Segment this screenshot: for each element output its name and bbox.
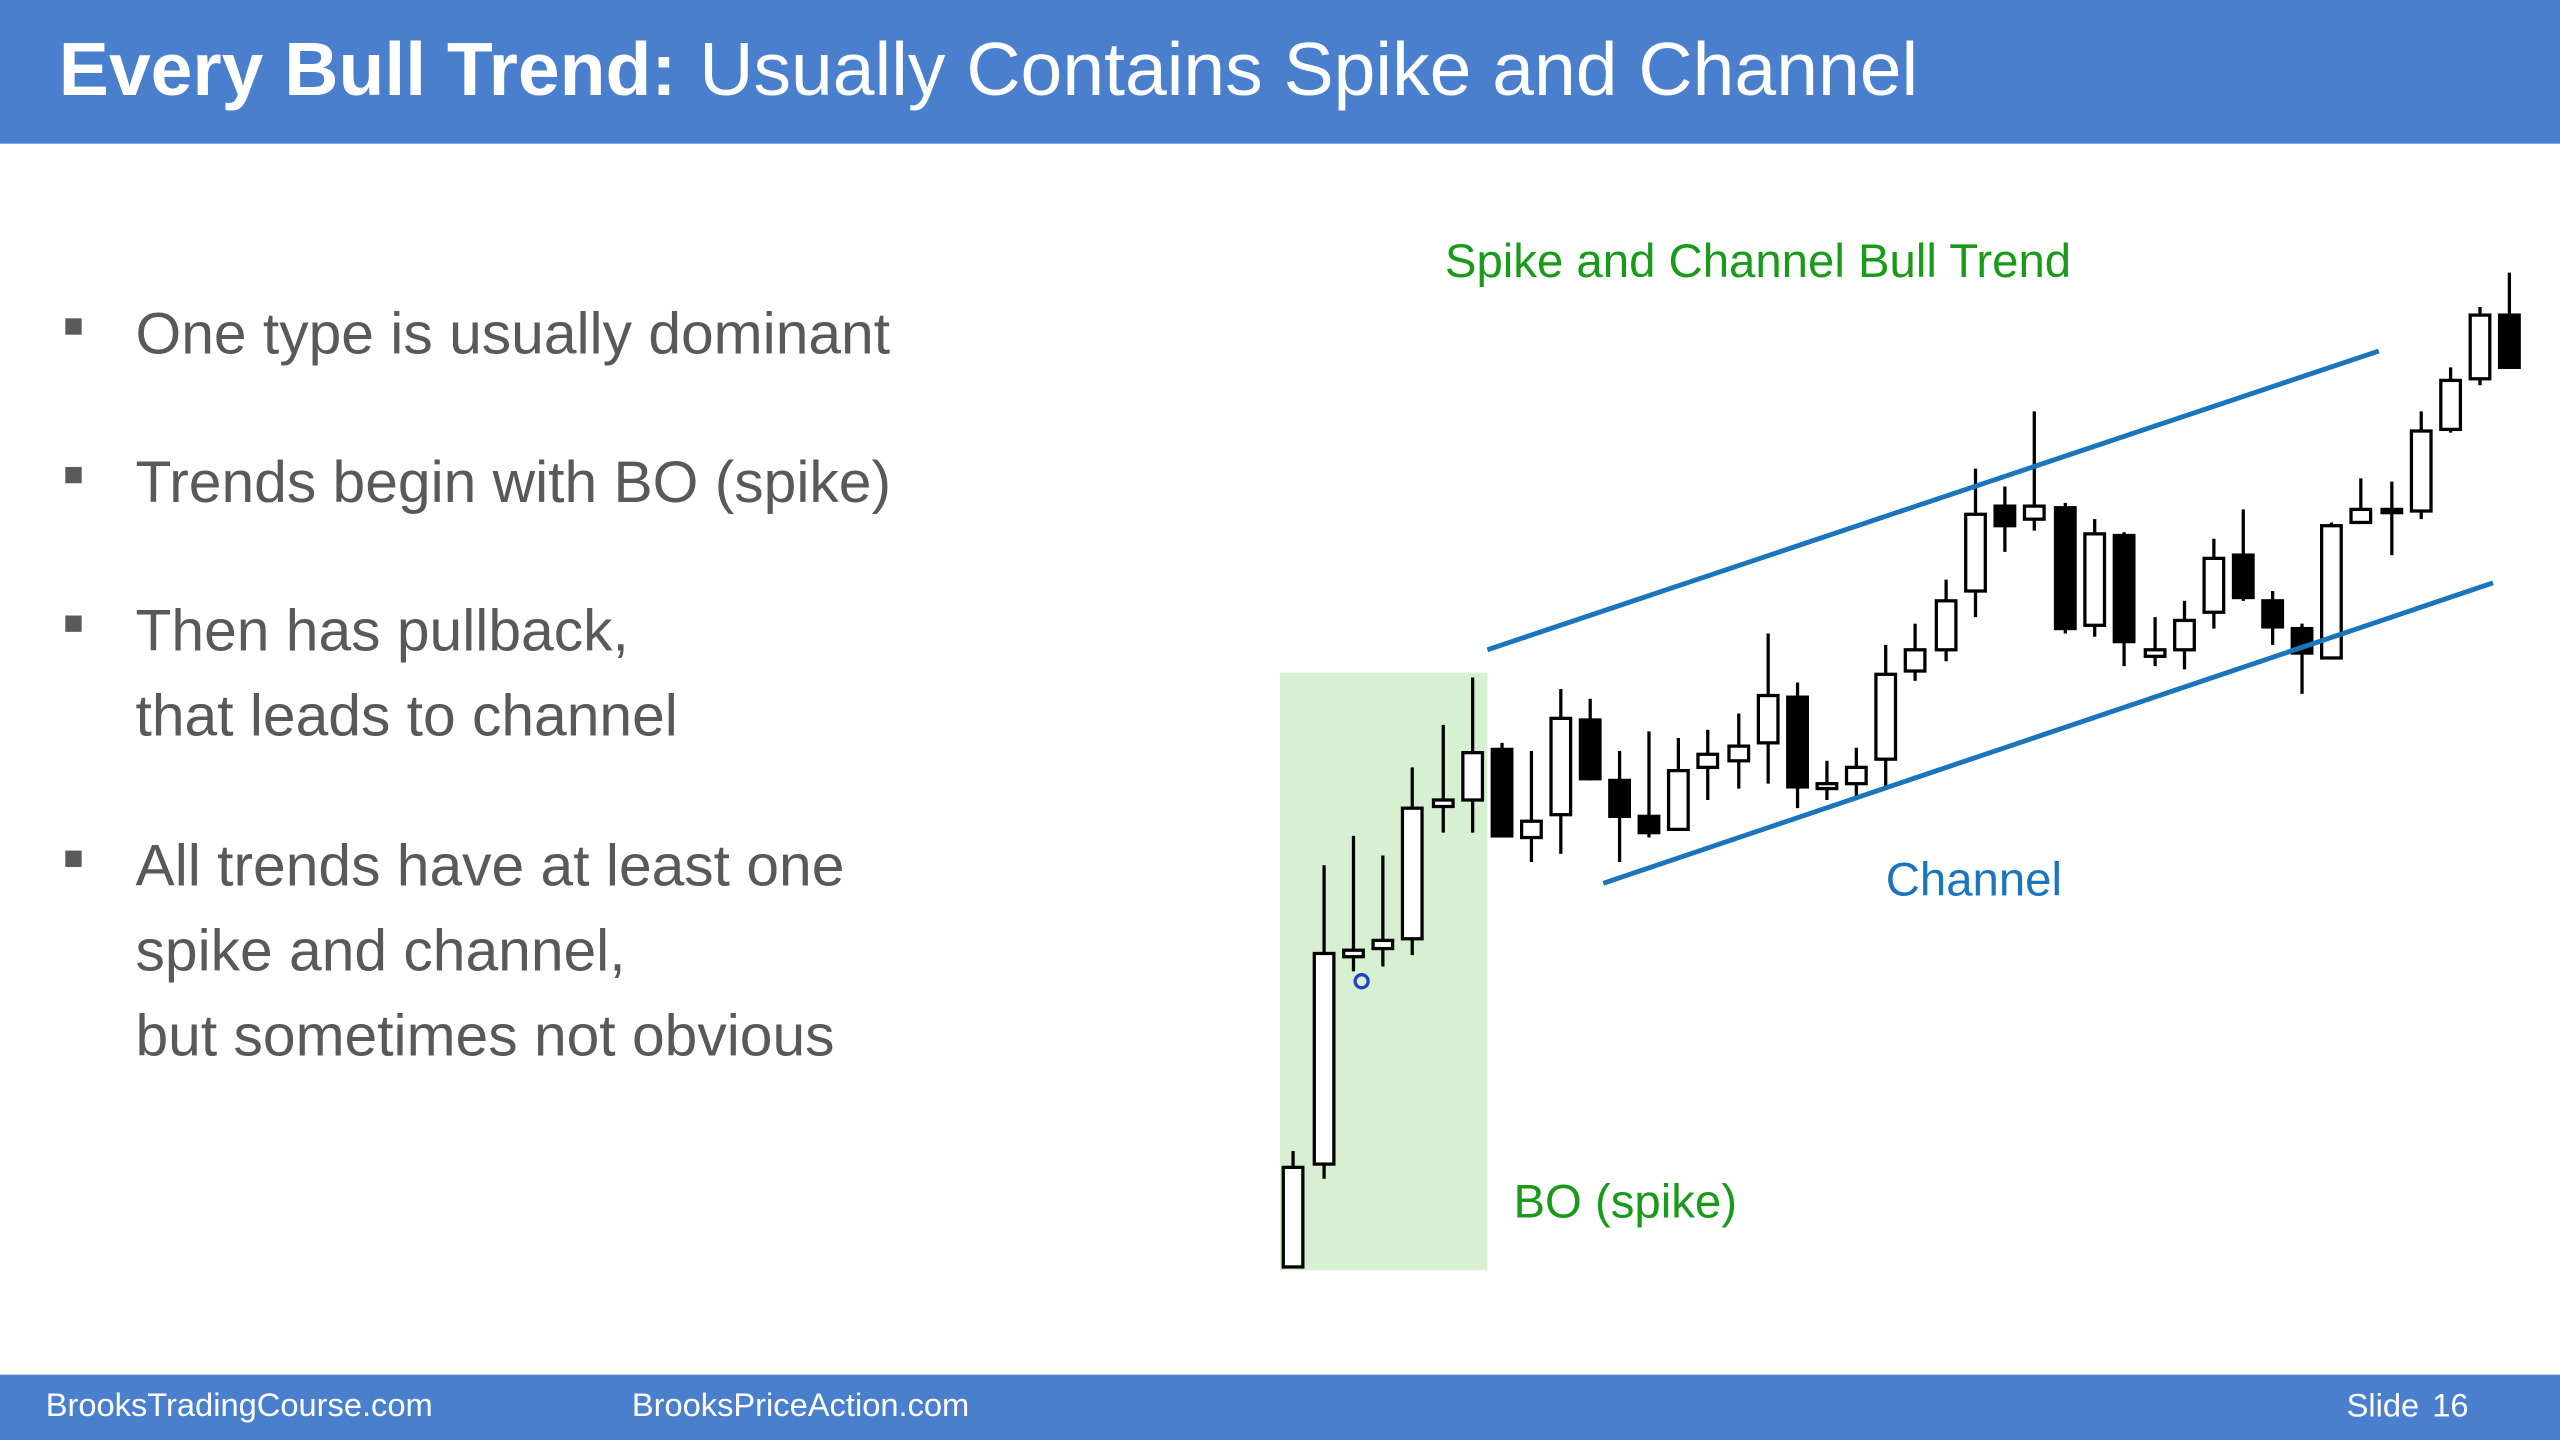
bullet-text: that leads to channel xyxy=(136,684,678,749)
candle-body xyxy=(2053,506,2077,631)
bullet-text: Trends begin with BO (spike) xyxy=(136,450,892,515)
candle-body xyxy=(1934,599,1958,652)
candle-body xyxy=(1371,938,1395,951)
candle-body xyxy=(2320,524,2343,660)
candle-body xyxy=(1490,747,1514,838)
footer-middle: BrooksPriceAction.com xyxy=(632,1386,969,1423)
channel-label: Channel xyxy=(1886,854,2062,907)
header-bar xyxy=(0,0,2560,144)
candle-body xyxy=(2112,533,2136,644)
bullet-text: spike and channel, xyxy=(136,919,626,984)
candle-body xyxy=(2022,504,2046,521)
candle-body xyxy=(1815,782,1839,791)
title-bold: Every Bull Trend: xyxy=(59,27,677,111)
candle-body xyxy=(1461,751,1485,802)
slide-num: 16 xyxy=(2432,1386,2468,1423)
candle-body xyxy=(1727,744,1751,763)
candle-body xyxy=(1431,798,1455,809)
candle-body xyxy=(1786,695,1809,789)
candle-body xyxy=(1756,693,1780,745)
candle-body xyxy=(2231,553,2255,600)
bullets: One type is usually dominant Trends begin… xyxy=(65,301,892,1069)
spike-zone xyxy=(1280,672,1488,1271)
footer-left: BrooksTradingCourse.com xyxy=(46,1386,433,1423)
candle-body xyxy=(2143,648,2167,658)
candle-body xyxy=(1312,951,1336,1166)
bullet-marker xyxy=(65,850,82,867)
bullet-marker xyxy=(65,615,82,632)
candle-body xyxy=(1874,672,1898,761)
bullet-marker xyxy=(65,318,82,335)
title-rest: Usually Contains Spike and Channel xyxy=(699,27,1918,111)
candle-body xyxy=(1608,778,1632,818)
candle-body xyxy=(2202,556,2226,614)
bullet-text: but sometimes not obvious xyxy=(136,1004,835,1069)
slide-label: Slide xyxy=(2347,1386,2420,1423)
candle-body xyxy=(1696,752,1720,769)
footer-bar xyxy=(0,1374,2560,1440)
spike-label: BO (spike) xyxy=(1513,1175,1737,1228)
channel-line-bottom xyxy=(1602,580,2494,886)
candle-body xyxy=(2497,313,2521,369)
candle-body xyxy=(1903,648,1927,673)
figure-title: Spike and Channel Bull Trend xyxy=(1445,235,2071,288)
candle-body xyxy=(1281,1165,1305,1269)
candle-body xyxy=(1637,814,1661,835)
cursor xyxy=(1353,973,1370,990)
bullet-marker xyxy=(65,466,82,484)
candle-body xyxy=(2468,313,2492,381)
bullet-text: All trends have at least one xyxy=(136,834,845,899)
candle-body xyxy=(1666,768,1690,832)
candle-body xyxy=(2409,429,2433,513)
slide-number: Slide 16 xyxy=(2347,1386,2469,1423)
candle-body xyxy=(2083,532,2107,627)
candles xyxy=(1281,272,2521,1269)
candle-body xyxy=(1520,819,1543,840)
candle-body xyxy=(1400,806,1424,941)
candle-body xyxy=(1844,765,1868,786)
candle-body xyxy=(2439,378,2463,432)
candle-body xyxy=(2173,618,2196,652)
candle-body xyxy=(1993,504,2017,528)
candle-body xyxy=(2380,507,2404,515)
candle-body xyxy=(2349,507,2373,525)
bullet-text: One type is usually dominant xyxy=(136,301,891,366)
candle-body xyxy=(1964,512,1987,593)
candle-body xyxy=(2261,599,2285,629)
header-title: Every Bull Trend: Usually Contains Spike … xyxy=(59,27,1918,111)
candle-body xyxy=(1549,716,1573,817)
candle-body xyxy=(1342,948,1365,959)
bullet-text: Then has pullback, xyxy=(136,599,629,664)
channel-line-top xyxy=(1486,348,2380,653)
candle-body xyxy=(1578,718,1602,781)
